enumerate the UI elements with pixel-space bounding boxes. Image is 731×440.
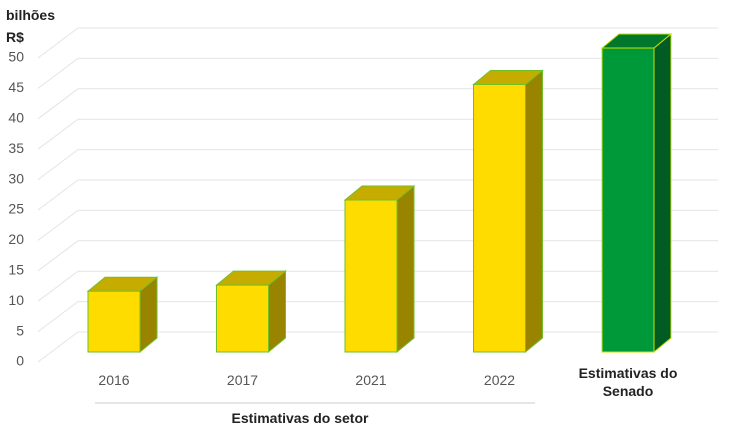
y-tick-label: 50: [8, 49, 24, 65]
y-tick-label: 5: [16, 322, 24, 338]
x-tick-label: 2022: [483, 372, 516, 388]
grid-line: [37, 57, 718, 89]
x-tick-label: 2016: [98, 372, 130, 388]
bar-side: [653, 32, 672, 354]
y-tick-label: 35: [8, 140, 24, 156]
y-tick-label: 15: [8, 262, 24, 278]
group-label: Estimativas do setor: [231, 410, 369, 426]
x-tick-label: 2021: [355, 372, 387, 388]
y-tick-label: 10: [8, 292, 24, 308]
y-tick-label: 0: [16, 353, 24, 369]
bar: [344, 199, 398, 353]
bar: [87, 290, 141, 353]
x-tick-label: 2017: [226, 372, 259, 388]
bar: [216, 284, 269, 353]
y-tick-label: 30: [8, 170, 24, 186]
y-tick-label: 25: [8, 201, 24, 217]
y-tick-label: 45: [8, 79, 24, 95]
y-axis-title: bilhões R$: [6, 7, 56, 45]
x-tick-label: Estimativas do Senado: [578, 365, 678, 399]
bar-side: [525, 69, 543, 354]
y-tick-label: 40: [8, 110, 24, 126]
grid-line: [37, 27, 718, 59]
bar: [473, 83, 526, 353]
bar: [601, 47, 655, 353]
y-tick-label: 20: [8, 231, 24, 247]
bar-side: [396, 184, 415, 354]
